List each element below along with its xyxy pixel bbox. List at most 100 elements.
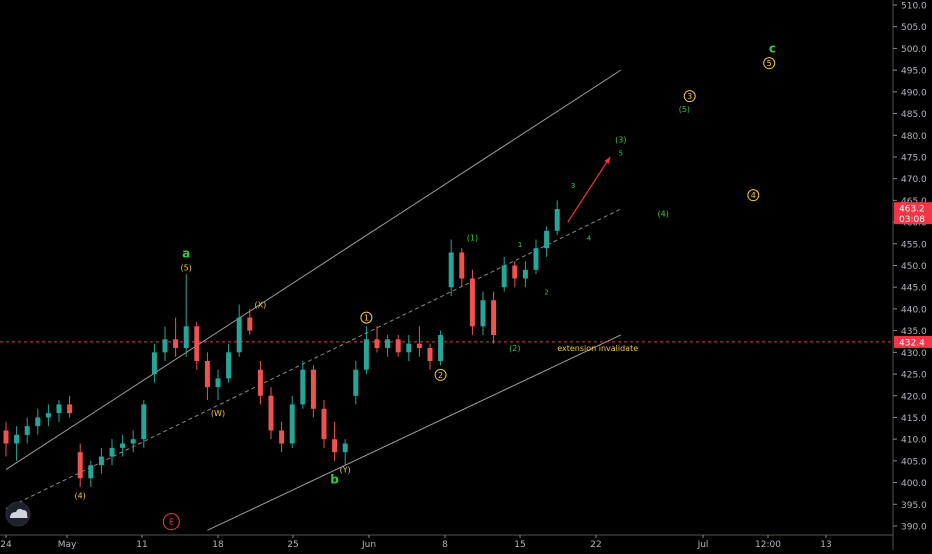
wave-label: (4) (658, 209, 669, 218)
y-tick-label: 400.0 (901, 479, 927, 489)
candle-body (448, 252, 454, 288)
x-tick-label: 25 (287, 540, 298, 550)
y-tick-label: 510.0 (901, 2, 927, 12)
y-tick-label: 485.0 (901, 110, 927, 120)
wave-label: b (330, 472, 339, 486)
candle-body (321, 408, 327, 440)
candle-body (120, 443, 126, 448)
wave-label: (4) (75, 492, 86, 501)
candle-body (332, 439, 338, 453)
channel-line-solid[interactable] (207, 334, 622, 531)
level-price-tag-box (894, 335, 932, 348)
last-price-tag-box (894, 202, 932, 225)
candle-body (204, 361, 210, 388)
x-tick-label: 24 (0, 540, 12, 550)
wave-label-circle (360, 311, 373, 324)
x-tick-label: May (58, 540, 77, 550)
y-axis: 390.0 395.0 400.0 405.0 410.0 415.0 420.0 425.0… (892, 0, 932, 550)
candle-body (141, 404, 147, 440)
wave-label: 2 (438, 371, 443, 380)
candle-body (173, 339, 179, 348)
candle-body (56, 404, 62, 414)
candle-body (215, 378, 221, 388)
tradingview-logo-icon[interactable] (5, 501, 31, 527)
wave-label: (W) (211, 409, 225, 418)
candle-body (268, 395, 274, 431)
candle-body (257, 369, 263, 396)
candle-body (3, 430, 9, 444)
wave-label: (2) (509, 344, 520, 353)
candle-body (14, 434, 20, 444)
wave-label: c (769, 41, 776, 55)
channel-line-solid[interactable] (5, 69, 622, 470)
candle-body (459, 252, 465, 279)
wave-label: (5) (679, 105, 690, 114)
candle-body (24, 426, 30, 435)
candle-body (300, 369, 306, 405)
last-price-tag-label: 463.2 (899, 205, 925, 215)
wave-label: extension invalidate (557, 344, 638, 353)
x-axis: 24 May 11 18 25 Jun 8 15 22 Jul 12:00 13 (0, 534, 893, 550)
candle-body (544, 230, 550, 249)
candle-body (512, 265, 518, 279)
wave-label-circle (747, 189, 760, 202)
y-tick-label: 465.0 (901, 197, 927, 207)
candle-body (226, 352, 232, 379)
candle-body (522, 269, 528, 279)
plot-area: a (5) (X) (W) (4) b(Y) 1 2 (1) (2) extension inval… (0, 41, 893, 531)
candle-body (469, 278, 475, 327)
y-tick-label: 445.0 (901, 284, 927, 294)
wave-label: (1) (467, 233, 478, 242)
wave-label: 3 (687, 92, 692, 101)
wave-label: 5 (619, 150, 623, 158)
wave-label-circle (683, 90, 696, 103)
wave-label: 4 (751, 191, 756, 200)
candle-body (427, 347, 433, 362)
wave-label: 3 (571, 182, 575, 190)
x-tick-label: Jun (361, 540, 376, 550)
candle-body (194, 326, 200, 362)
wave-label: a (182, 247, 190, 261)
candle-body (130, 439, 136, 444)
x-tick-label: 13 (820, 540, 831, 550)
y-tick-label: 490.0 (901, 88, 927, 98)
candle-body (554, 209, 560, 231)
candle-body (183, 326, 189, 348)
x-tick-label: 8 (442, 540, 448, 550)
y-tick-label: 420.0 (901, 392, 927, 402)
wave-label: 2 (544, 289, 548, 297)
candle-body (353, 369, 359, 396)
x-tick-label: 18 (212, 540, 224, 550)
candle-body (491, 300, 497, 335)
y-tick-label: 505.0 (901, 23, 927, 33)
wave-label-circle (763, 57, 776, 70)
wave-label-circle (162, 513, 180, 531)
candle-body (289, 404, 295, 444)
candle-body (35, 417, 41, 427)
candle-body (374, 339, 380, 348)
wave-label: 4 (587, 234, 592, 242)
wave-label: 5 (767, 59, 772, 68)
candle-body (438, 334, 444, 362)
wave-label: 1 (364, 314, 369, 323)
y-tick-label: 395.0 (901, 501, 927, 511)
x-tick-label: 22 (590, 540, 601, 550)
cloud-icon (10, 508, 28, 518)
candle-body (98, 456, 104, 466)
channel-line-dashed[interactable] (5, 208, 622, 510)
x-tick-label: 11 (136, 540, 147, 550)
candle-body (416, 343, 422, 348)
candle-body (67, 404, 73, 414)
x-tick-label: 15 (514, 540, 525, 550)
y-tick-label: 475.0 (901, 153, 927, 163)
candle-body (395, 339, 401, 353)
candle-body (162, 339, 168, 353)
projection-arrow[interactable] (567, 156, 611, 223)
candle-body (342, 443, 348, 453)
wave-label: E (169, 518, 174, 527)
x-tick-label: Jul (697, 540, 709, 550)
y-tick-label: 450.0 (901, 262, 927, 272)
candle-body (385, 339, 391, 348)
